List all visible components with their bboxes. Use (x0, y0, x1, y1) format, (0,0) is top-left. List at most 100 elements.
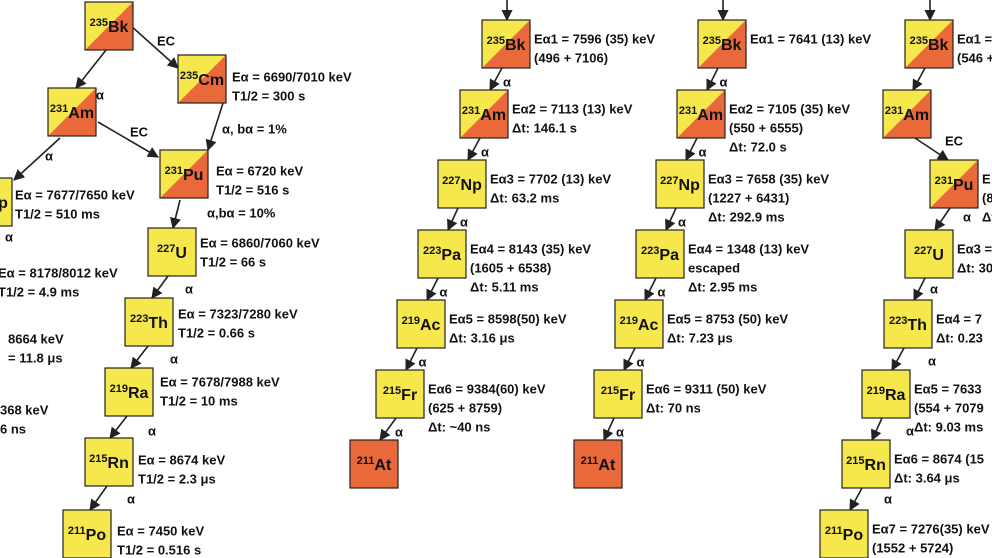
mass-number: 227 (442, 175, 460, 187)
nuclide-box: 223Pa (635, 229, 685, 279)
element-symbol: U (932, 247, 944, 264)
arrow-label: α (928, 353, 936, 368)
arrow (665, 207, 677, 232)
arrow (467, 137, 481, 161)
decay-info: Eα3 = (957, 241, 992, 256)
element-symbol: Fr (401, 387, 417, 404)
decay-info: (1227 + 6431) (708, 190, 789, 205)
box-border (437, 159, 487, 209)
nuclide-box: 235Bk (84, 1, 134, 51)
nuclide-box: 235Bk (904, 19, 954, 69)
nuclide-label: 227U (157, 243, 187, 262)
nuclide-label: 223Pa (423, 245, 461, 264)
decay-info: T1/2 = 0.516 s (117, 542, 201, 557)
nuclide-box: 219Ra (104, 367, 154, 417)
box-fill-upper (883, 90, 931, 138)
mass-number: 211 (825, 525, 843, 537)
nuclide-label: 235Bk (487, 35, 526, 54)
element-symbol: Po (86, 527, 107, 544)
decay-info: Eα = 7323/7280 keV (178, 306, 298, 321)
arrow (849, 487, 863, 511)
decay-info: T1/2 = 4.9 ms (0, 284, 79, 299)
decay-info: escaped (688, 260, 740, 275)
element-symbol: Np (679, 177, 701, 194)
decay-info: T1/2 = 66 s (200, 254, 266, 269)
element-symbol: Np (461, 177, 483, 194)
box-fill-upper (905, 20, 953, 68)
nuclide-label: 211Po (68, 525, 106, 544)
decay-info: 6 ns (0, 421, 26, 436)
box-fill-upper (48, 88, 96, 136)
box-fill (148, 228, 196, 276)
nuclide-label: 231Am (50, 103, 94, 122)
box-border (375, 369, 425, 419)
box-border (159, 149, 209, 199)
mass-number: 231 (679, 105, 697, 117)
arrow (129, 24, 179, 69)
decay-info: Δt: 3.64 μs (894, 470, 960, 485)
box-border (481, 19, 531, 69)
mass-number: 235 (703, 35, 721, 47)
decay-info: Eα3 = 7702 (13) keV (490, 171, 611, 186)
mass-number: 223 (641, 245, 659, 257)
arrow (912, 67, 926, 91)
nuclide-box: 223Pa (417, 229, 467, 279)
decay-info: T1/2 = 0.66 s (178, 325, 255, 340)
decay-info: Eα4 = 7 (936, 311, 982, 326)
arrow (644, 277, 657, 302)
nuclide-box: 231Am (459, 89, 509, 139)
decay-info: E (982, 171, 991, 186)
nuclide-box: 235Bk (697, 19, 747, 69)
box-border (147, 227, 197, 277)
box-fill (125, 298, 173, 346)
decay-info: Eα5 = 8753 (50) keV (667, 311, 788, 326)
decay-info: Eα = 6720 keV (216, 163, 303, 178)
arrow (623, 347, 636, 372)
mass-number: 231 (885, 105, 903, 117)
decay-info: Eα2 = 7113 (13) keV (512, 101, 633, 116)
box-fill (0, 178, 12, 226)
box-border (177, 54, 227, 104)
element-symbol: Am (480, 107, 506, 124)
box-border (459, 89, 509, 139)
box-fill (594, 370, 642, 418)
element-symbol: Bk (505, 37, 526, 54)
box-fill (418, 230, 466, 278)
mass-number: 231 (462, 105, 480, 117)
arrow (89, 485, 108, 511)
element-symbol: Rn (865, 457, 886, 474)
nuclide-box: 223Th (883, 299, 933, 349)
decay-info: Eα1 = 7641 (13) keV (750, 31, 871, 46)
element-symbol: Bk (721, 37, 742, 54)
nuclide-label: 235Bk (910, 35, 949, 54)
decay-info: Eα7 = 7276(35) keV (872, 521, 990, 536)
arrow-label: α (720, 74, 728, 89)
element-symbol: Th (907, 317, 927, 334)
arrow (379, 417, 397, 441)
element-symbol: Am (68, 105, 94, 122)
decay-info: Δt: 7.23 μs (667, 330, 733, 345)
nuclide-label: 231Pu (165, 165, 204, 184)
nuclide-label: 215Fr (601, 385, 635, 404)
mass-number: 211 (68, 525, 86, 537)
arrow (170, 199, 181, 230)
arrow (426, 277, 439, 302)
decay-info: Eα = 7677/7650 keV (15, 187, 135, 202)
box-fill-upper (160, 150, 208, 198)
decay-info: T1/2 = 516 s (216, 182, 289, 197)
element-symbol: Ra (885, 387, 906, 404)
box-border (861, 369, 911, 419)
mass-number: 235 (910, 35, 928, 47)
decay-info: Eα6 = 9384(60) keV (428, 381, 546, 396)
nuclide-label: 231Am (885, 105, 929, 124)
arrow-label: α,bα = 10% (207, 205, 276, 220)
arrow-label: α (395, 424, 403, 439)
element-symbol: Ac (638, 317, 659, 334)
decay-info: Eα = 6860/7060 keV (200, 235, 320, 250)
box-fill (85, 438, 133, 486)
box-fill (350, 440, 398, 488)
decay-info: Δt: 70 ns (646, 400, 701, 415)
box-fill (862, 370, 910, 418)
nuclide-label: 223Pa (641, 245, 679, 264)
nuclide-label: 211At (357, 455, 392, 474)
